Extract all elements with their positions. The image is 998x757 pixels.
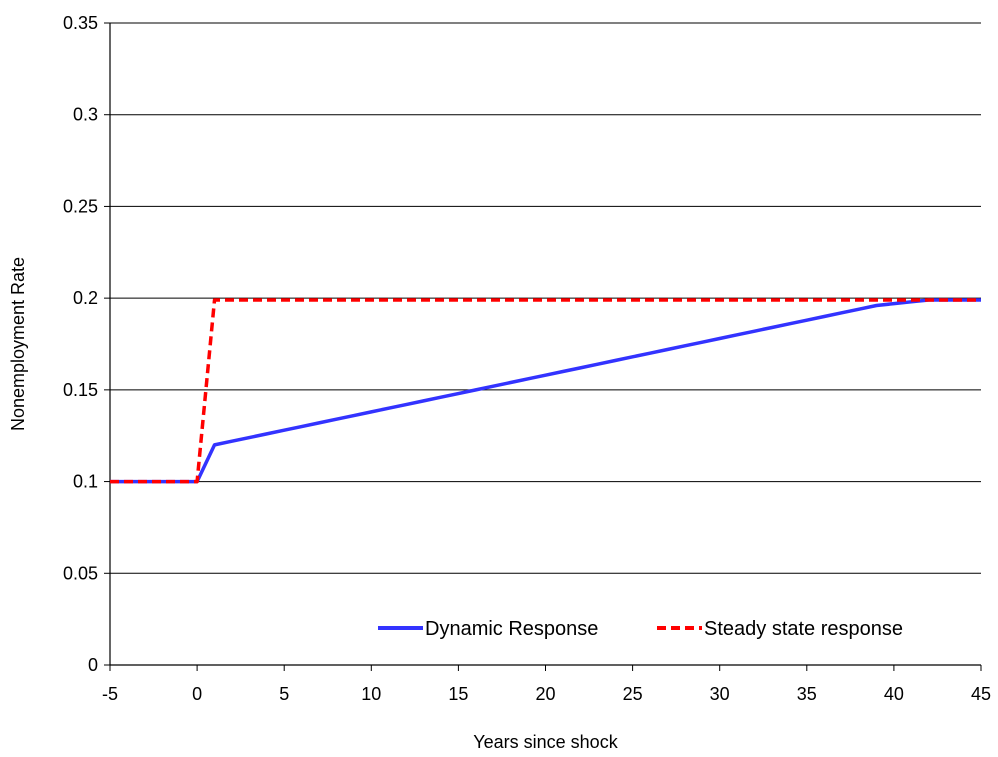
x-tick-label: 15 <box>448 684 468 704</box>
series-line-dynamic-response <box>110 298 981 484</box>
x-tick-label: 40 <box>884 684 904 704</box>
x-tick-label: 25 <box>623 684 643 704</box>
y-tick-label: 0.1 <box>73 472 98 492</box>
x-tick-label: 20 <box>535 684 555 704</box>
gridlines <box>110 22 981 574</box>
x-tick-label: 0 <box>192 684 202 704</box>
legend-label-1: Steady state response <box>704 618 903 640</box>
y-tick-label: 0 <box>88 655 98 675</box>
x-tick-label: -5 <box>102 684 118 704</box>
tick-labels: 00.050.10.150.20.250.30.35-5 0 5 10 15 20 25 30… <box>63 13 991 704</box>
x-tick-label: 30 <box>710 684 730 704</box>
legend: Dynamic Response Steady state response <box>378 618 903 640</box>
series-lines <box>110 298 981 484</box>
legend-label-0: Dynamic Response <box>425 618 598 640</box>
y-tick-label: 0.25 <box>63 196 98 216</box>
x-tick-label: 5 <box>279 684 289 704</box>
series-line-steady-state-response <box>110 298 981 484</box>
x-axis-title: Years since shock <box>473 732 618 752</box>
y-tick-label: 0.3 <box>73 105 98 125</box>
y-tick-label: 0.05 <box>63 563 98 583</box>
axes <box>104 22 982 671</box>
x-tick-label: 35 <box>797 684 817 704</box>
y-tick-label: 0.35 <box>63 13 98 33</box>
x-tick-label: 45 <box>971 684 991 704</box>
y-tick-label: 0.2 <box>73 288 98 308</box>
y-axis-title: Nonemployment Rate <box>8 257 28 431</box>
x-tick-label: 10 <box>361 684 381 704</box>
y-tick-label: 0.15 <box>63 380 98 400</box>
